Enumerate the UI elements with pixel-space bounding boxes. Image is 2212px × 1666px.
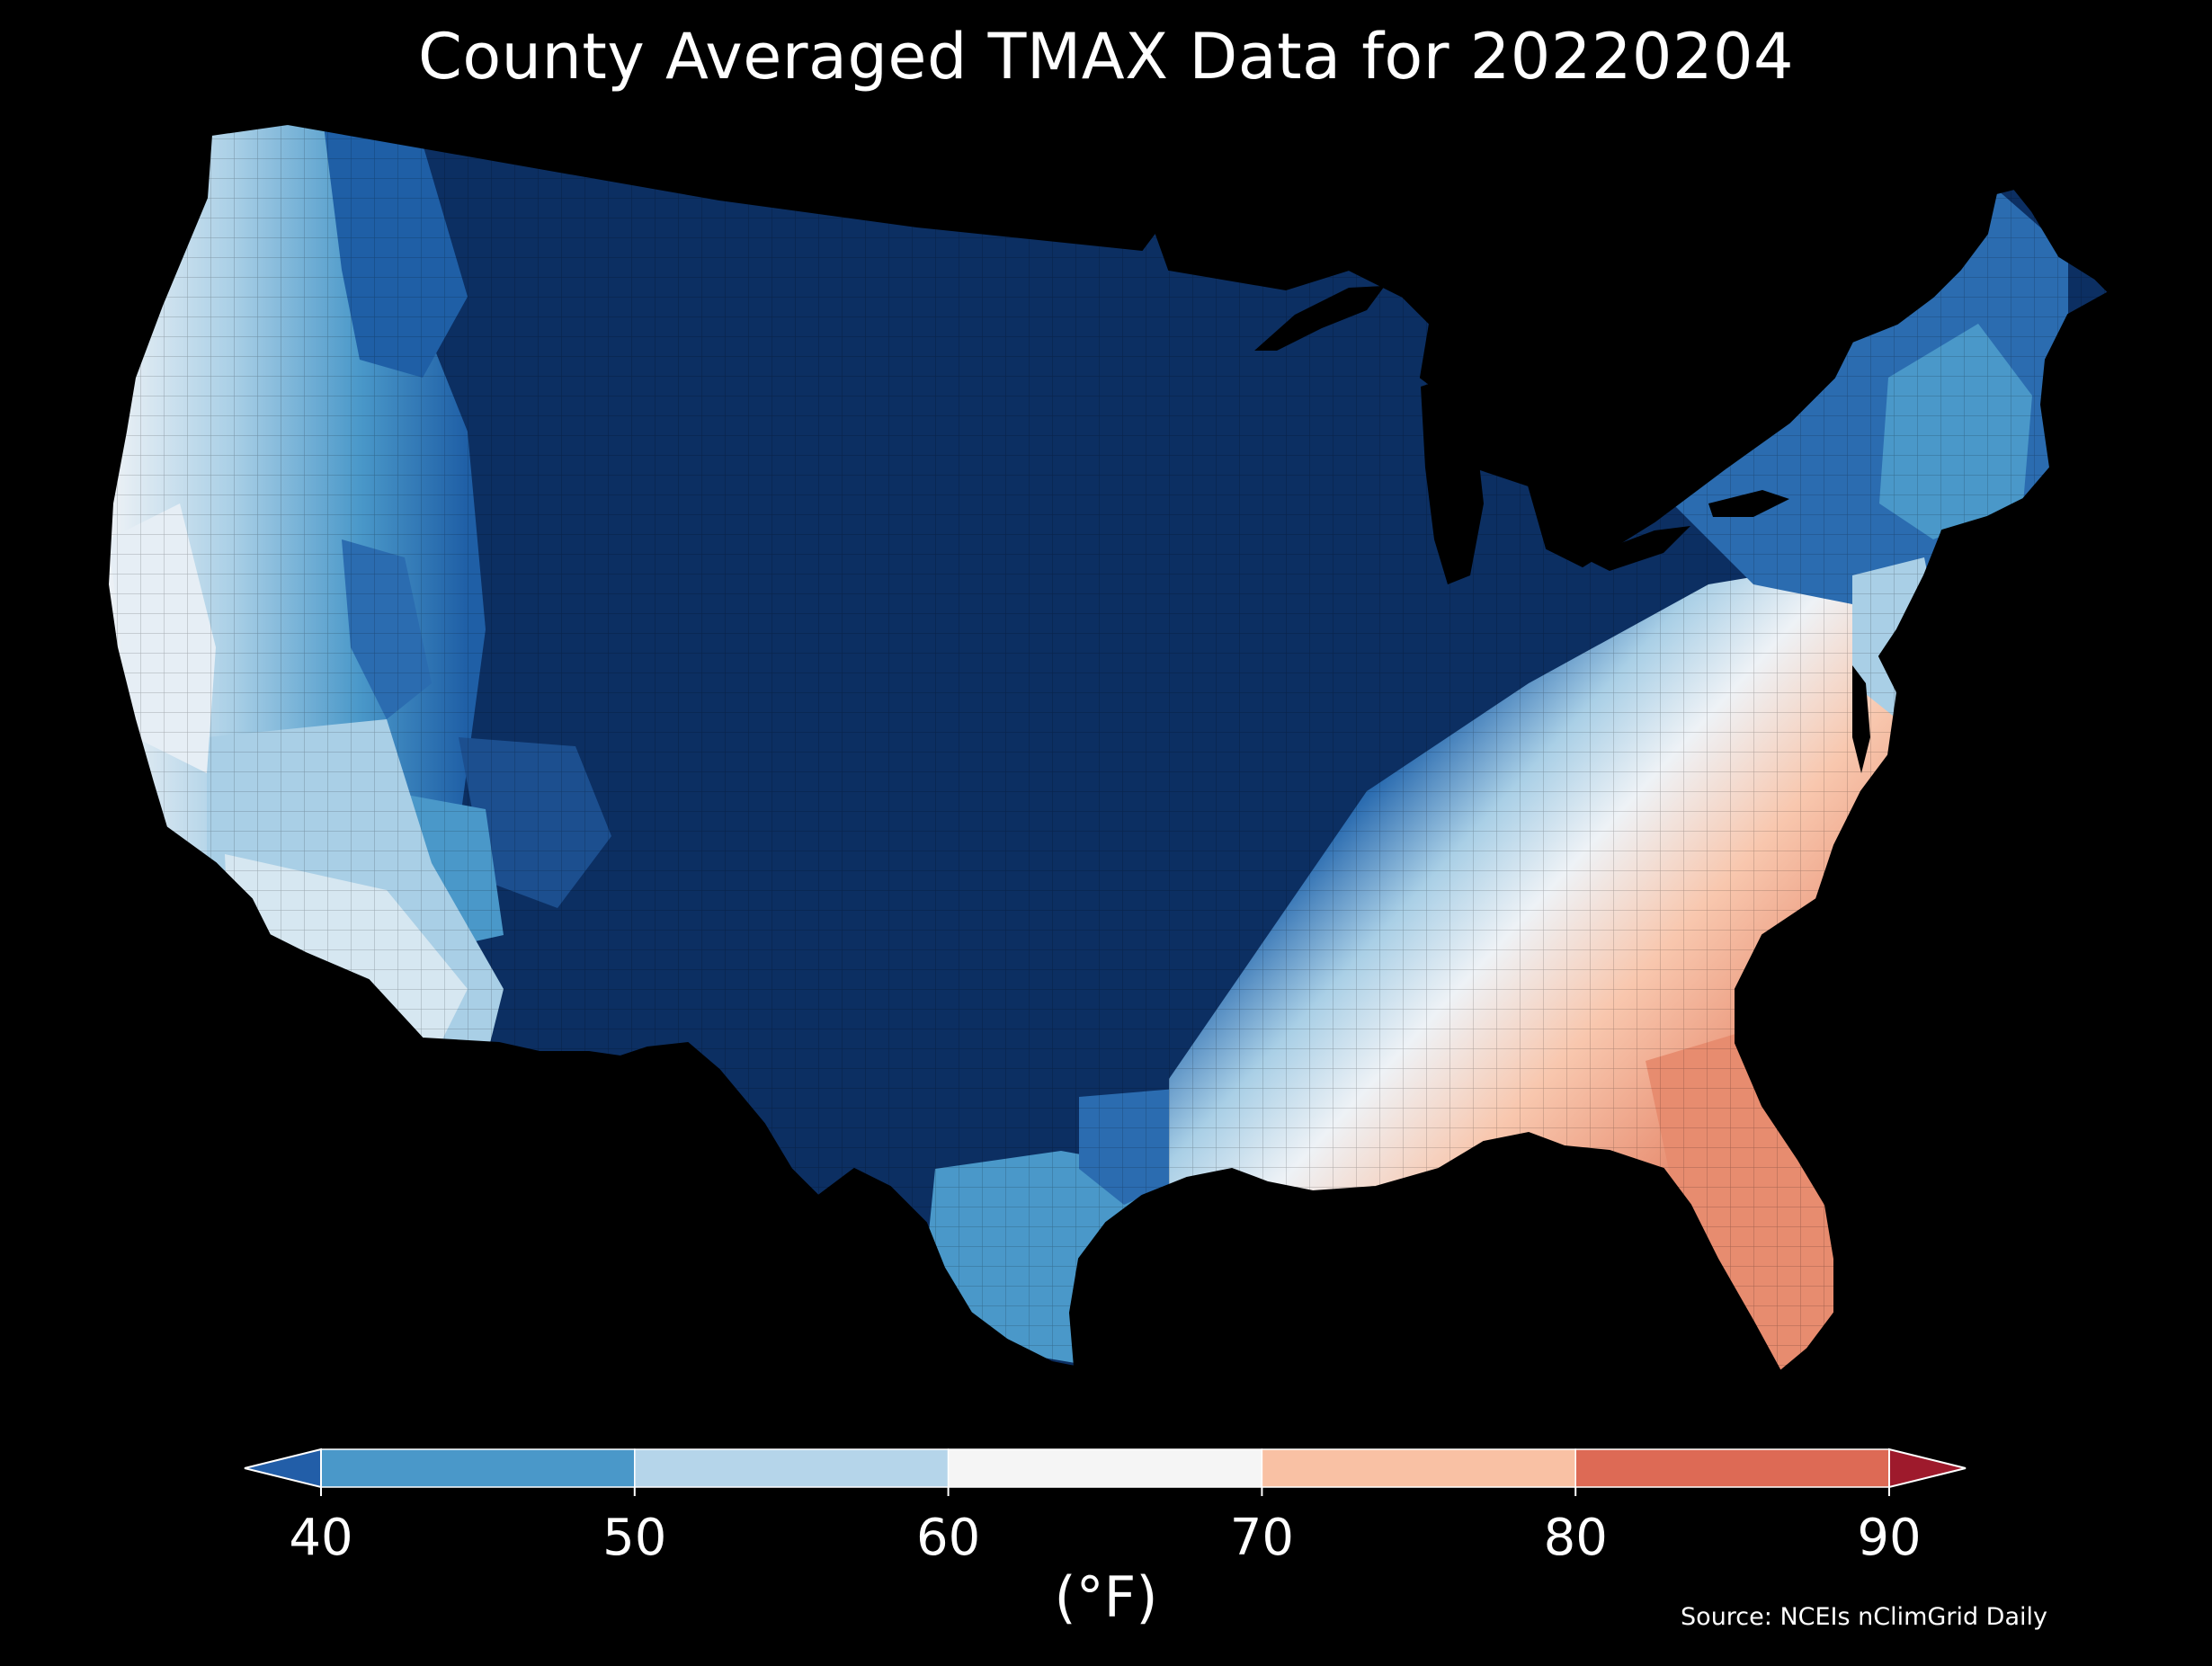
- lake-superior: [1254, 286, 1385, 351]
- colorbar-unit-label: (°F): [1054, 1564, 1158, 1630]
- lake-michigan: [1421, 378, 1484, 584]
- source-attribution: Source: NCEIs nClimGrid Daily: [1681, 1603, 2047, 1631]
- colorbar-tick-label-4: 80: [1544, 1509, 1608, 1567]
- colorbar-tick-label-5: 90: [1857, 1509, 1921, 1567]
- colorbar-tick-label-1: 50: [602, 1509, 666, 1567]
- lake-huron: [1493, 369, 1583, 486]
- colorbar-tick-label-2: 60: [916, 1509, 980, 1567]
- colorbar-tick-label-3: 70: [1230, 1509, 1294, 1567]
- choropleth-fill: [108, 124, 2109, 1371]
- us-county-map: [107, 123, 2109, 1372]
- chesapeake-bay: [1852, 665, 1870, 773]
- colorbar-ticks: 40 50 60 70 80 90: [289, 1487, 1922, 1567]
- colorbar-tick-label-0: 40: [289, 1509, 352, 1567]
- map-title: County Averaged TMAX Data for 20220204: [417, 20, 1795, 94]
- lake-ontario: [1708, 490, 1789, 517]
- lake-erie: [1583, 526, 1690, 571]
- great-lakes: [1254, 286, 1870, 773]
